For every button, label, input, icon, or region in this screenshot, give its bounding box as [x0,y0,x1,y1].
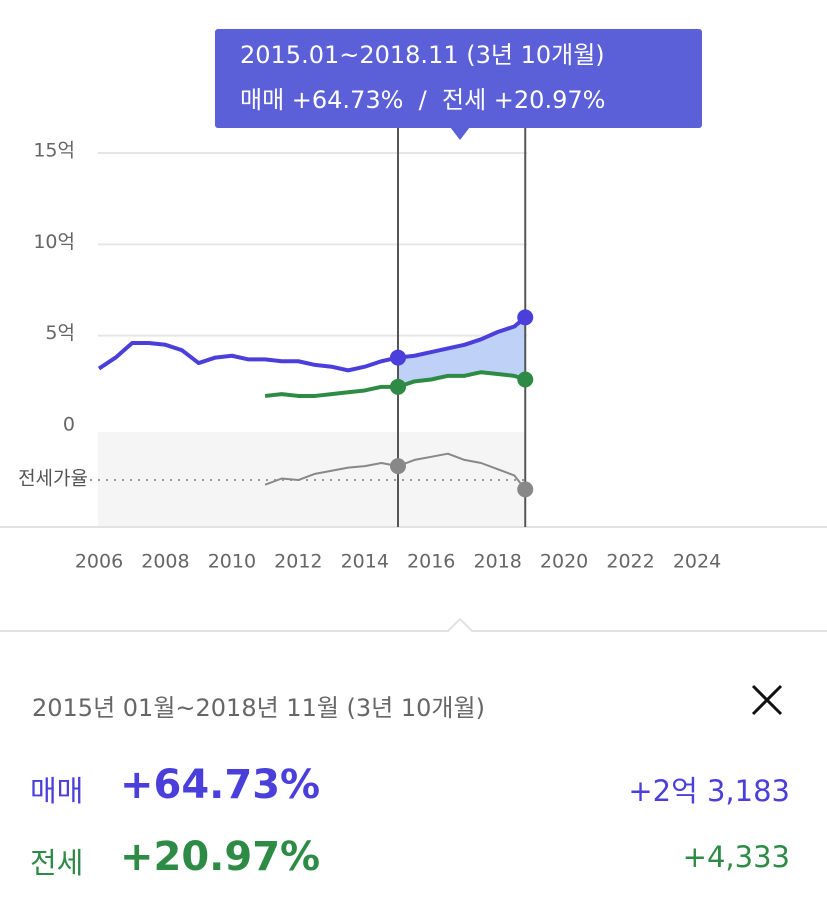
range-point [517,371,534,388]
series-line [97,315,527,373]
ratio-panel [98,432,525,526]
y-tick-label: 10억 [33,231,75,253]
y-tick-label: 0 [63,414,75,436]
range-point [390,349,406,366]
close-button[interactable] [747,680,787,720]
tooltip-box [215,29,702,128]
x-tick-label: 2018 [473,551,521,573]
detail-period: 2015년 01월~2018년 11월 (3년 10개월) [32,694,485,722]
sale-change: +64.73% [120,762,321,808]
y-tick-label: 15억 [33,140,75,162]
y-tick-label: 5억 [45,322,75,344]
jeonse-label: 전세 [30,846,84,880]
range-point [390,378,406,395]
x-tick-label: 2008 [141,551,189,573]
range-point [390,458,406,475]
x-tick-label: 2010 [208,551,256,573]
tooltip-pointer [450,127,470,140]
sale-amount: +2억 3,183 [628,774,790,808]
range-point [517,309,534,326]
x-tick-label: 2020 [540,551,588,573]
tooltip-period: 2015.01~2018.11 (3년 10개월) [240,41,605,69]
jeonse-change: +20.97% [120,834,321,880]
x-tick-label: 2012 [274,551,322,573]
jeonse-amount: +4,333 [682,840,790,874]
ratio-label: 전세가율 [18,468,88,490]
range-point [517,481,534,498]
x-tick-label: 2006 [75,551,123,573]
x-tick-label: 2024 [673,551,721,573]
x-tick-label: 2014 [341,551,389,573]
divider [0,617,827,632]
close-icon [751,684,783,716]
x-tick-label: 2022 [606,551,654,573]
x-tick-label: 2016 [407,551,455,573]
tooltip-summary: 매매 +64.73% / 전세 +20.97% [240,86,605,114]
sale-label: 매매 [30,774,84,808]
chart: 0 5억 10억 15억 2006 2008 2010 2012 2014 2016 2018 202… [0,29,827,632]
